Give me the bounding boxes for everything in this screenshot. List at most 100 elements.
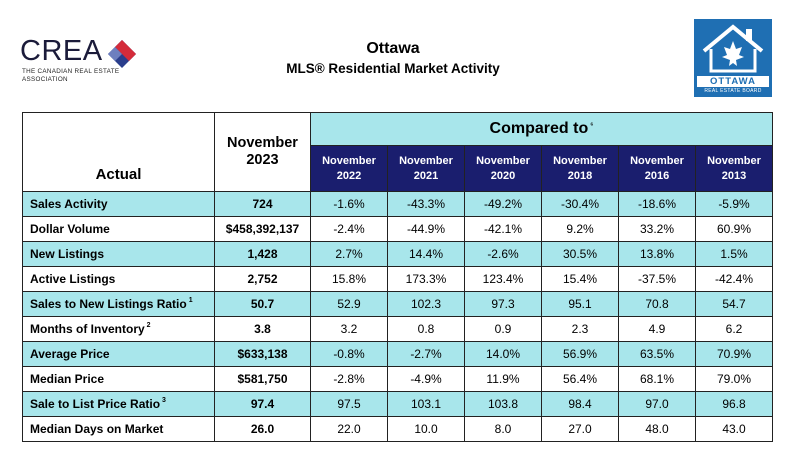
comparison-value: 98.4: [541, 391, 619, 417]
row-label-text: Median Price: [30, 372, 105, 386]
row-label: Sales Activity: [22, 191, 215, 217]
row-label-text: New Listings: [30, 247, 105, 261]
row-label-text: Average Price: [30, 347, 110, 361]
comparison-value: 70.8: [618, 291, 696, 317]
comparison-value: 123.4%: [464, 266, 542, 292]
comparison-value: -42.4%: [695, 266, 773, 292]
period-year: 2020: [490, 169, 516, 182]
page-subtitle: MLS® Residential Market Activity: [286, 61, 500, 76]
table-row: Sales Activity 724 -1.6% -43.3% -49.2% -30.4%…: [22, 191, 773, 217]
period-month: November: [399, 154, 453, 167]
footnote-marker: 1: [188, 297, 193, 304]
table-row: Sale to List Price Ratio 3 97.4 97.5 103.1 10…: [22, 391, 773, 417]
comparison-value: 0.9: [464, 316, 542, 342]
comparison-value: -2.8%: [310, 366, 388, 392]
comparison-value: 103.8: [464, 391, 542, 417]
comparison-value: 48.0: [618, 416, 696, 442]
comparison-value: 27.0: [541, 416, 619, 442]
comparison-value: 13.8%: [618, 241, 696, 267]
comparison-value: -4.9%: [387, 366, 465, 392]
compared-to-note: ⁶: [590, 122, 594, 129]
comparison-value: -1.6%: [310, 191, 388, 217]
actual-header: Actual: [22, 112, 215, 192]
crea-logo-word: CREA: [20, 35, 103, 67]
row-label: New Listings: [22, 241, 215, 267]
comparison-value: -2.6%: [464, 241, 542, 267]
comparison-value: 4.9: [618, 316, 696, 342]
period-header: November 2018: [541, 145, 619, 192]
comparison-value: 173.3%: [387, 266, 465, 292]
row-label-text: Sale to List Price Ratio: [30, 397, 161, 411]
row-label: Months of Inventory 2: [22, 316, 215, 342]
comparison-value: 2.7%: [310, 241, 388, 267]
period-header: November 2021: [387, 145, 465, 192]
comparison-value: 56.4%: [541, 366, 619, 392]
table-row: Months of Inventory 2 3.8 3.2 0.8 0.9 2.3 4.9 6.…: [22, 316, 773, 342]
row-label-text: Sales to New Listings Ratio: [30, 297, 187, 311]
crea-diamond-icon: [108, 40, 136, 68]
period-year: 2022: [336, 169, 362, 182]
comparison-value: 63.5%: [618, 341, 696, 367]
comparison-value: 68.1%: [618, 366, 696, 392]
comparison-value: 10.0: [387, 416, 465, 442]
period-month: November: [553, 154, 607, 167]
compared-to-header: Compared to ⁶: [310, 112, 773, 146]
actual-value: $581,750: [214, 366, 311, 392]
comparison-value: 97.3: [464, 291, 542, 317]
comparison-value: -49.2%: [464, 191, 542, 217]
table-row: Median Days on Market 26.0 22.0 10.0 8.0 27.0…: [22, 416, 773, 442]
period-year: 2018: [567, 169, 593, 182]
row-label-text: Active Listings: [30, 272, 116, 286]
row-label: Sale to List Price Ratio 3: [22, 391, 215, 417]
comparison-value: 1.5%: [695, 241, 773, 267]
comparison-value: -18.6%: [618, 191, 696, 217]
period-header: November 2016: [618, 145, 696, 192]
actual-value: 50.7: [214, 291, 311, 317]
crea-logo-subtitle: The Canadian Real Estate Association: [22, 68, 120, 83]
crea-logo: CREA The Canadian Real Estate Associatio…: [20, 36, 150, 86]
comparison-value: 56.9%: [541, 341, 619, 367]
table-row: Sales to New Listings Ratio 1 50.7 52.9 102.…: [22, 291, 773, 317]
period-year: 2021: [413, 169, 439, 182]
comparison-value: 14.0%: [464, 341, 542, 367]
market-activity-table: Actual November 2023 Compared to ⁶ Novemb…: [22, 112, 773, 442]
house-maple-leaf-icon: [702, 24, 764, 73]
actual-value: $458,392,137: [214, 216, 311, 242]
period-header-row: November 2022 November 2021 November 2020 Nove…: [23, 145, 773, 192]
row-label: Active Listings: [22, 266, 215, 292]
current-period-month: November: [227, 135, 298, 151]
comparison-value: 2.3: [541, 316, 619, 342]
comparison-value: -5.9%: [695, 191, 773, 217]
row-label: Sales to New Listings Ratio 1: [22, 291, 215, 317]
actual-value: 2,752: [214, 266, 311, 292]
period-year: 2016: [644, 169, 670, 182]
row-label: Median Days on Market: [22, 416, 215, 442]
comparison-value: -37.5%: [618, 266, 696, 292]
period-month: November: [630, 154, 684, 167]
period-month: November: [322, 154, 376, 167]
comparison-value: 33.2%: [618, 216, 696, 242]
period-header: November 2020: [464, 145, 542, 192]
comparison-value: 54.7: [695, 291, 773, 317]
period-header: November 2022: [310, 145, 388, 192]
ottawa-logo-name: OTTAWA: [697, 76, 769, 87]
comparison-value: -42.1%: [464, 216, 542, 242]
actual-value: 97.4: [214, 391, 311, 417]
comparison-value: 11.9%: [464, 366, 542, 392]
table-row: Median Price $581,750 -2.8% -4.9% 11.9% 56.4%…: [22, 366, 773, 392]
comparison-value: 8.0: [464, 416, 542, 442]
current-period-header: November 2023: [214, 112, 311, 192]
row-label: Median Price: [22, 366, 215, 392]
comparison-value: 70.9%: [695, 341, 773, 367]
comparison-value: 97.5: [310, 391, 388, 417]
comparison-value: 9.2%: [541, 216, 619, 242]
current-period-year: 2023: [246, 152, 279, 168]
comparison-value: 79.0%: [695, 366, 773, 392]
row-label-text: Months of Inventory: [30, 322, 145, 336]
period-month: November: [476, 154, 530, 167]
comparison-value: 15.4%: [541, 266, 619, 292]
ottawa-logo-board: REAL ESTATE BOARD: [704, 88, 762, 94]
comparison-value: -43.3%: [387, 191, 465, 217]
row-label-text: Dollar Volume: [30, 222, 110, 236]
period-month: November: [707, 154, 761, 167]
